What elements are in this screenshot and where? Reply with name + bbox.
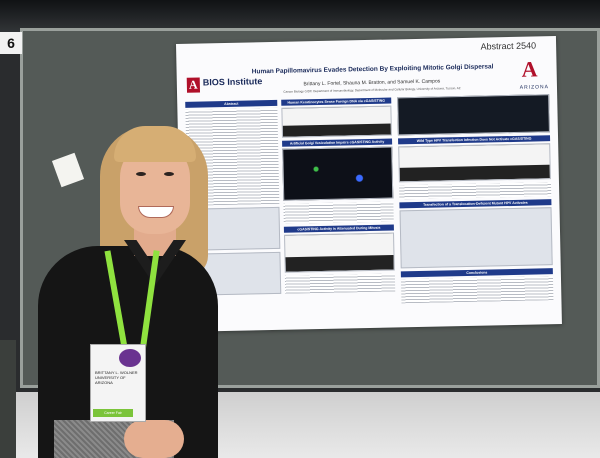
section-header: cGAS/STING Activity is Attenuated During… [283, 224, 394, 233]
eye [136, 172, 146, 176]
figure [281, 105, 392, 138]
section-header: Abstract [185, 99, 278, 108]
arizona-a-logo-icon: A [521, 56, 538, 82]
research-poster: Abstract 2540 A BIOS Institute Human Pap… [176, 36, 562, 332]
eye [164, 172, 174, 176]
microscopy-figure [397, 94, 550, 136]
arizona-wordmark: ARIZONA [519, 84, 550, 91]
badge-logo-icon [119, 349, 141, 367]
poster-column-3: Wild Type HPV Transfection Infection Doe… [397, 94, 554, 319]
microscopy-figure [282, 146, 394, 201]
text-block [284, 273, 396, 294]
text-block [399, 182, 552, 200]
presenter: BRITTANY L. WOLNER UNIVERSITY OF ARIZONA… [28, 120, 218, 458]
poster-title: Human Papillomavirus Evades Detection By… [251, 63, 494, 76]
abstract-number: Abstract 2540 [480, 40, 537, 52]
poster-column-2: Human Keratinocytes Sense Foreign DNA vi… [281, 97, 396, 322]
side-post [0, 340, 16, 458]
figure [398, 143, 551, 183]
board-number: 6 [0, 32, 22, 54]
name-badge: BRITTANY L. WOLNER UNIVERSITY OF ARIZONA… [90, 344, 146, 422]
figure [284, 232, 395, 273]
hair-top [114, 126, 196, 162]
section-header: Artificial Golgi Vesiculation Impairs cG… [282, 138, 393, 147]
figure [399, 207, 553, 269]
conclusions-text [400, 276, 554, 304]
text-block [283, 201, 394, 224]
badge-footer: Career Fair [93, 409, 133, 417]
badge-organization: UNIVERSITY OF ARIZONA [95, 374, 126, 385]
badge-text: BRITTANY L. WOLNER UNIVERSITY OF ARIZONA [95, 370, 141, 385]
ua-logo-icon: A [186, 77, 200, 93]
hands [124, 420, 184, 458]
section-header: Human Keratinocytes Sense Foreign DNA vi… [281, 97, 392, 106]
badge-name: BRITTANY L. WOLNER [95, 370, 138, 375]
